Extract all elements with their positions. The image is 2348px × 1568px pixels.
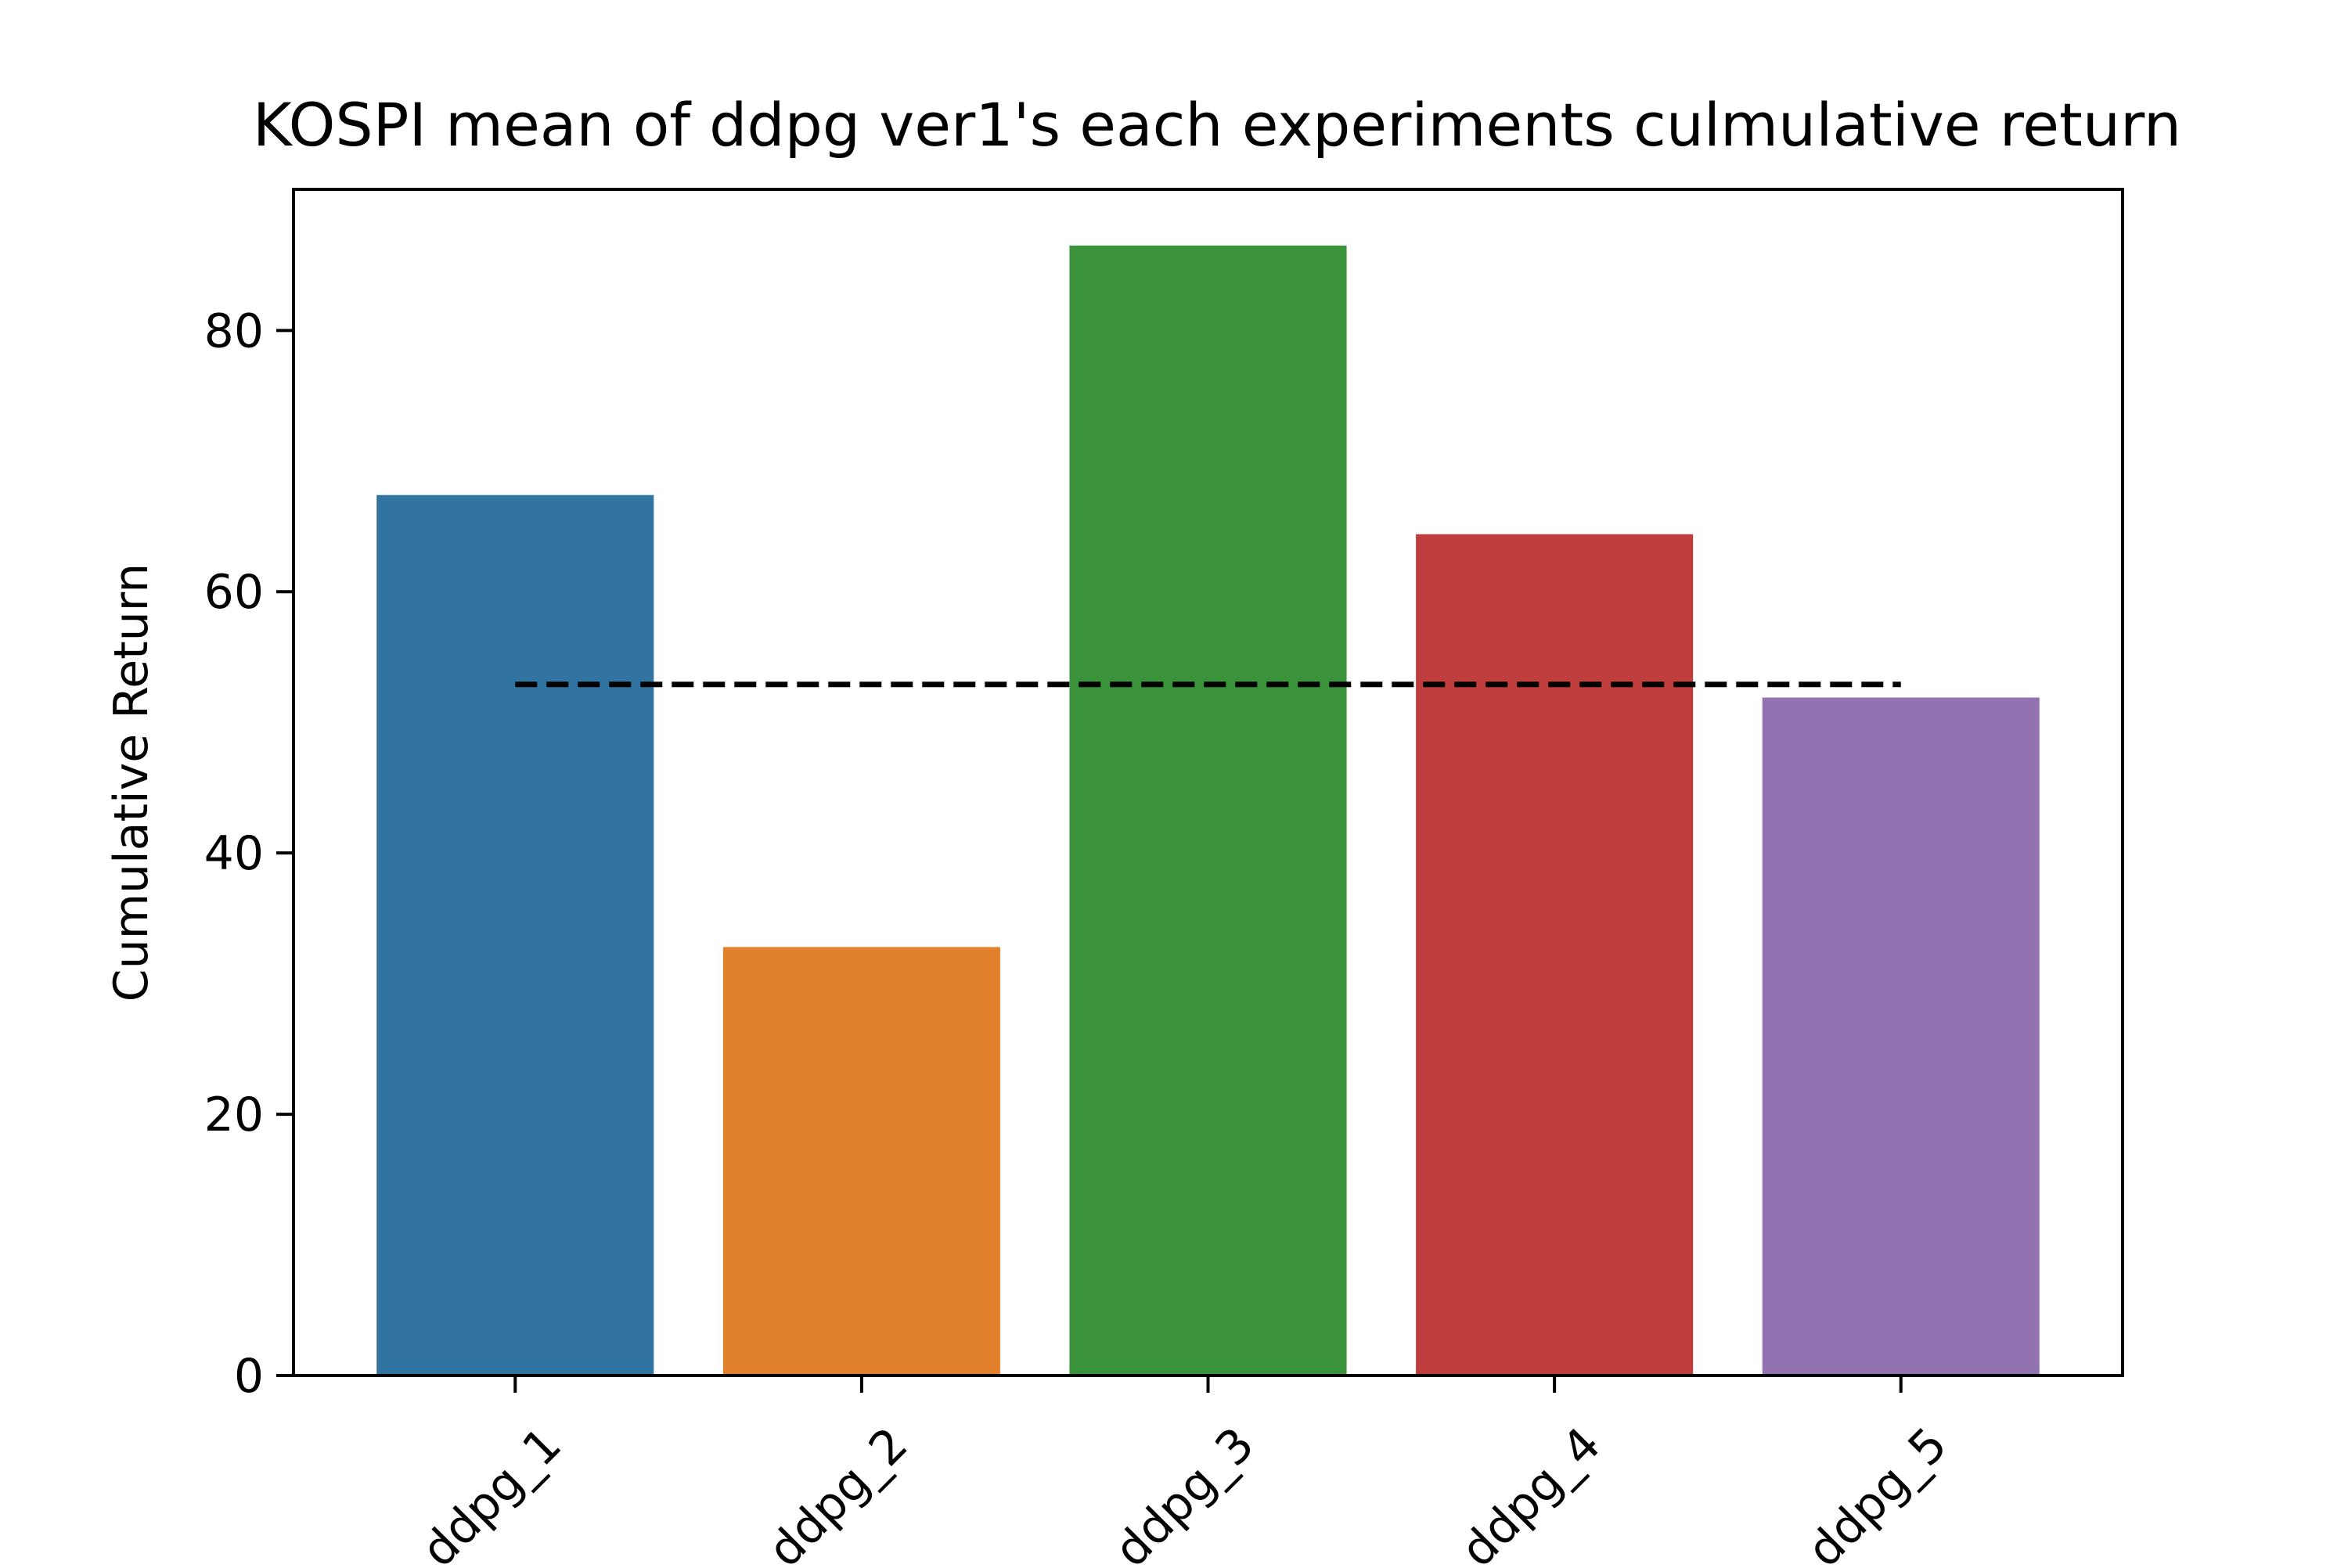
x-tick-label: ddpg_2 <box>758 1417 918 1565</box>
bar-ddpg_5 <box>1762 697 2040 1376</box>
x-tick-label: ddpg_1 <box>411 1417 571 1565</box>
plot-area <box>376 245 2040 1376</box>
bar-ddpg_4 <box>1416 534 1694 1376</box>
bar-ddpg_2 <box>722 947 1000 1376</box>
bar-ddpg_1 <box>376 494 654 1376</box>
x-tick-label: ddpg_5 <box>1797 1417 1957 1565</box>
y-tick-label: 0 <box>234 1349 264 1404</box>
x-tick-label: ddpg_3 <box>1104 1417 1265 1565</box>
y-axis-label: Cumulative Return <box>104 563 159 1002</box>
chart-title: KOSPI mean of ddpg ver1's each experimen… <box>253 90 2181 160</box>
y-tick-label: 20 <box>204 1088 264 1142</box>
y-tick-label: 60 <box>204 565 264 620</box>
y-tick-label: 40 <box>204 826 264 881</box>
bar-ddpg_3 <box>1069 245 1347 1376</box>
x-tick-label: ddpg_4 <box>1450 1417 1611 1565</box>
y-tick-label: 80 <box>204 304 264 358</box>
